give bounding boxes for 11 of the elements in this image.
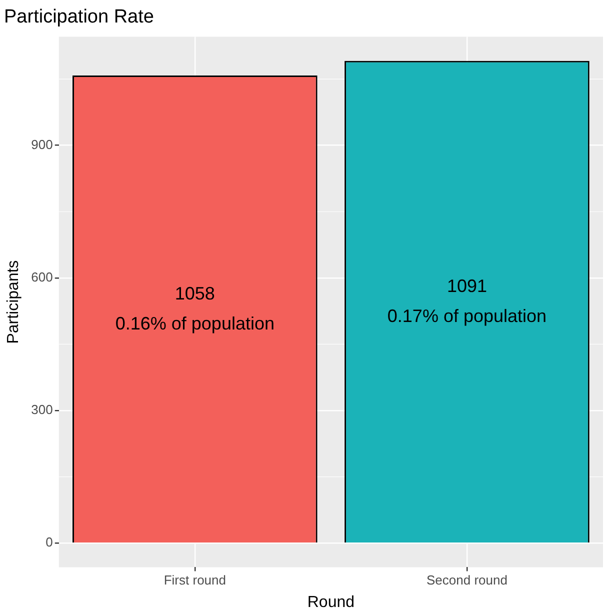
data-label: 1091 0.17% of population (387, 276, 547, 326)
y-axis-title: Participants (5, 260, 22, 344)
x-axis-title: Round (307, 594, 355, 611)
x-tick-label: Second round (426, 572, 508, 588)
y-tick-label: 600 (31, 269, 53, 284)
y-tick-label: 900 (31, 136, 53, 152)
data-label: 1058 0.16% of population (115, 283, 274, 334)
chart-title: Participation Rate (4, 6, 154, 28)
y-tick-label: 300 (31, 402, 53, 418)
y-tick-label: 0 (46, 534, 53, 550)
x-tick-label: First round (164, 572, 226, 588)
